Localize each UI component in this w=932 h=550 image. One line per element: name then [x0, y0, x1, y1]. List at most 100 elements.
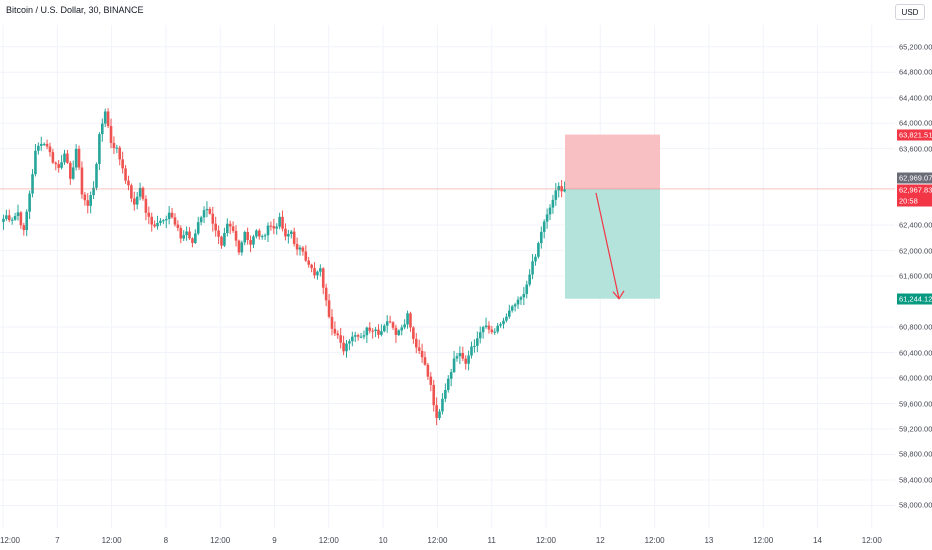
price-tick-label: 62,400.00: [899, 220, 932, 230]
candle-down: [176, 224, 180, 229]
candle-up: [156, 222, 159, 227]
candle-up: [167, 212, 171, 220]
candle-up: [522, 293, 526, 298]
candle-down: [191, 238, 194, 243]
candle-up: [446, 378, 450, 390]
trend-arrow-line[interactable]: [595, 192, 620, 299]
price-tick-label: 59,200.00: [899, 424, 932, 434]
candle-down: [409, 313, 412, 328]
price-tick-label: 59,600.00: [899, 399, 932, 408]
candle-down: [22, 225, 26, 231]
candle-down: [214, 223, 217, 231]
candle-up: [115, 147, 119, 149]
candle-up: [92, 187, 95, 196]
candle-up: [539, 231, 543, 244]
candle-down: [368, 327, 372, 331]
short-position-tool[interactable]: [565, 134, 660, 299]
candle-up: [531, 261, 534, 275]
price-tick-label: 64,400.00: [899, 93, 932, 103]
candle-down: [141, 187, 145, 199]
candle-up: [359, 336, 363, 338]
time-tick-label: 13: [704, 536, 714, 545]
candle-down: [333, 328, 337, 334]
candle-down: [130, 185, 133, 199]
candle-up: [406, 313, 409, 325]
candle-up: [397, 330, 401, 335]
candle-down: [170, 212, 174, 218]
candle-up: [525, 284, 529, 294]
candle-up: [481, 327, 485, 333]
time-tick-label: 12:00: [0, 536, 21, 545]
candle-up: [266, 225, 270, 236]
candle-up: [240, 242, 244, 253]
candle-up: [548, 207, 552, 215]
candle-down: [292, 231, 296, 244]
bar-countdown-badge: 20:58: [897, 195, 932, 207]
currency-button[interactable]: USD: [895, 4, 925, 20]
stop-loss-zone[interactable]: [565, 134, 660, 189]
candle-down: [86, 200, 90, 206]
candle-up: [162, 220, 165, 222]
candle-down: [423, 357, 427, 365]
candle-down: [313, 268, 316, 276]
candle-down: [301, 247, 305, 252]
candle-up: [223, 233, 226, 246]
candle-up: [255, 230, 258, 237]
candle-up: [484, 325, 488, 328]
candle-up: [278, 216, 281, 227]
price-tick-label: 65,200.00: [899, 42, 932, 52]
time-tick-label: 12: [595, 536, 605, 545]
take-profit-zone[interactable]: [565, 188, 660, 299]
candle-up: [351, 336, 354, 342]
candle-up: [563, 189, 566, 192]
time-tick-label: 11: [487, 536, 496, 545]
candle-down: [356, 335, 360, 337]
candle-up: [138, 187, 142, 197]
candle-up: [551, 199, 555, 208]
candle-up: [499, 324, 502, 326]
candle-up: [438, 411, 441, 418]
candle-down: [208, 208, 212, 214]
candle-down: [132, 198, 136, 205]
symbol-title[interactable]: Bitcoin / U.S. Dollar, 30, BINANCE: [6, 5, 144, 15]
candle-up: [202, 210, 206, 218]
current-price-badge: 62,967.83: [897, 184, 932, 196]
candle-down: [420, 350, 424, 358]
price-tick-label: 60,000.00: [899, 373, 932, 383]
time-tick-label: 14: [813, 536, 822, 545]
candle-up: [34, 150, 37, 175]
candle-up: [164, 219, 168, 221]
candle-down: [464, 358, 468, 364]
candle-down: [124, 168, 127, 181]
time-tick-label: 12:00: [210, 536, 231, 545]
candle-up: [74, 148, 78, 168]
candle-up: [71, 167, 75, 179]
candle-up: [316, 271, 319, 276]
time-tick-label: 12:00: [861, 536, 882, 545]
candle-up: [28, 193, 31, 212]
arrow-head-icon: [612, 290, 625, 300]
candle-down: [324, 287, 328, 301]
candle-up: [513, 304, 517, 307]
candle-up: [452, 358, 456, 373]
candle-down: [339, 335, 342, 343]
candle-up: [98, 134, 101, 164]
candle-down: [220, 236, 223, 246]
candle-down: [310, 264, 313, 269]
candle-up: [2, 218, 5, 222]
candle-up: [226, 223, 229, 234]
candle-up: [135, 196, 139, 205]
grid-lines: [0, 25, 895, 528]
candle-up: [362, 335, 366, 337]
candle-down: [487, 325, 491, 330]
time-tick-label: 12:00: [101, 536, 122, 545]
price-tick-label: 58,000.00: [899, 500, 932, 510]
candle-down: [19, 212, 23, 226]
candle-down: [69, 162, 72, 179]
candle-down: [246, 232, 249, 241]
candle-up: [100, 123, 104, 135]
candle-down: [304, 251, 308, 261]
candle-down: [237, 240, 241, 253]
